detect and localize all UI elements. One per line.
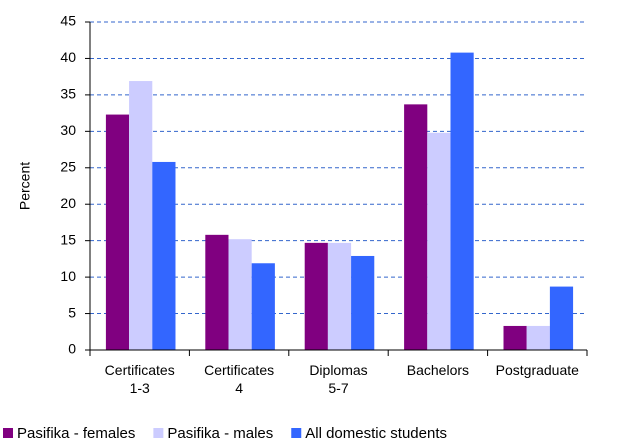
y-tick-label: 25: [60, 158, 76, 174]
bar: [251, 263, 275, 350]
legend-label: Pasifika - females: [17, 425, 135, 442]
legend-label: Pasifika - males: [167, 425, 273, 442]
bar: [304, 242, 328, 350]
x-tick-label: Postgraduate: [496, 362, 579, 378]
bar: [351, 255, 375, 350]
bar: [427, 132, 451, 350]
y-tick-label: 0: [68, 341, 76, 357]
x-tick-label: Bachelors: [407, 362, 469, 378]
label-line: 5-7: [328, 380, 348, 396]
bar: [228, 239, 252, 350]
x-tick-label: Diplomas 5-7: [309, 362, 367, 396]
bar: [152, 161, 176, 350]
y-axis-label: Percent: [17, 162, 33, 210]
y-tick-label: 30: [60, 122, 76, 138]
bar: [450, 52, 474, 350]
bar: [129, 81, 153, 350]
y-tick-label: 45: [60, 13, 76, 29]
label-line: Bachelors: [407, 362, 469, 378]
y-tick-label: 5: [68, 304, 76, 320]
bar: [526, 325, 550, 350]
bar: [105, 114, 130, 351]
label-line: Certificates: [204, 362, 274, 378]
legend-label: All domestic students: [305, 425, 447, 442]
bar: [205, 234, 229, 350]
bar: [327, 242, 352, 350]
bar: [503, 325, 527, 350]
y-tick-label: 15: [60, 231, 76, 247]
legend-swatch: [291, 428, 302, 438]
label-line: Certificates: [105, 362, 175, 378]
label-line: 4: [235, 380, 243, 396]
bar: [549, 286, 574, 350]
legend-swatch: [3, 428, 13, 438]
legend-swatch: [153, 428, 164, 438]
y-tick-label: 35: [60, 86, 76, 102]
bar: [404, 104, 428, 350]
label-line: Postgraduate: [496, 362, 579, 378]
y-tick-label: 40: [60, 49, 76, 65]
label-line: Diplomas: [309, 362, 367, 378]
y-tick-label: 20: [60, 195, 76, 211]
x-tick-label: Certificates 4: [204, 362, 274, 396]
label-line: 1-3: [130, 380, 150, 396]
x-tick-label: Certificates 1-3: [105, 362, 175, 396]
y-tick-label: 10: [60, 268, 76, 284]
